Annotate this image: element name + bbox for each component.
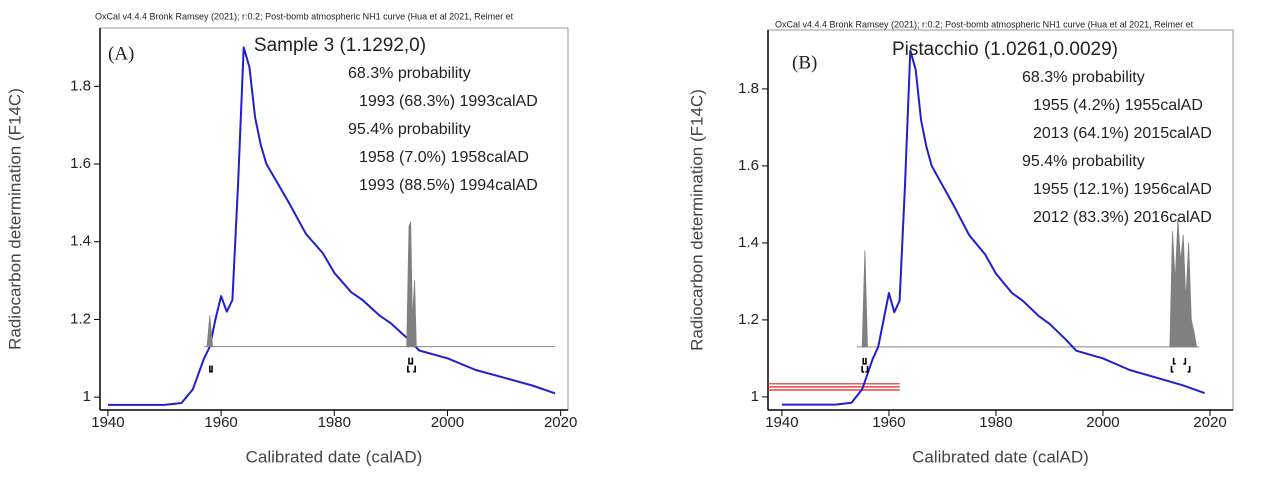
x-tick-label: 2000 [1086,414,1119,431]
y-tick-label: 1.8 [738,80,759,97]
plot-area [107,46,556,406]
x-tick-label: 1980 [318,414,351,431]
chart-panel: 1940 1960 1980 2000 2020 1 1.2 1.4 1.6 1.8 Calibra… [687,19,1234,466]
x-tick-label: 2020 [1193,414,1226,431]
y-tick-label: 1.2 [70,310,91,327]
x-tick-label: 1960 [872,414,905,431]
probability-range: 1993 (88.5%) 1994calAD [359,177,538,194]
panel-label: (A) [108,43,134,64]
x-tick-label: 1980 [979,414,1012,431]
x-tick-label: 1940 [91,414,124,431]
y-tick-label: 1.4 [70,233,91,250]
chart-title: Sample 3 (1.1292,0) [254,35,426,56]
y-tick-label: 1.2 [738,311,759,328]
range-bracket [407,365,417,373]
x-tick-label: 2000 [431,414,464,431]
probability-range: 1955 (4.2%) 1955calAD [1033,97,1203,114]
x-axis-label: Calibrated date (calAD) [246,447,423,466]
y-tick-label: 1.4 [738,234,759,251]
x-tick-label: 2020 [544,414,577,431]
calibration-curve [781,49,1205,406]
y-tick-label: 1 [751,388,759,405]
y-tick-label: 1 [83,388,91,405]
probability-range: 2012 (83.3%) 2016calAD [1033,209,1212,226]
chart-title: Pistacchio (1.0261,0.0029) [892,39,1118,60]
y-tick-label: 1.6 [738,157,759,174]
y-tick-label: 1.8 [70,77,91,94]
header: OxCal v4.4.4 Bronk Ramsey (2021); r:0.2;… [95,11,514,21]
probability-label: 95.4% probability [348,121,471,138]
range-bracket [408,357,414,365]
probability-area [861,219,1197,348]
probability-label: 68.3% probability [1022,69,1145,86]
y-tick-label: 1.6 [70,155,91,172]
probability-range: 1958 (7.0%) 1958calAD [359,149,529,166]
chart-panel: 1940 1960 1980 2000 2020 1 1.2 1.4 1.6 1.8 Calibra… [5,11,577,466]
range-bracket [862,357,867,365]
probability-label: 68.3% probability [348,65,471,82]
y-axis-label: Radiocarbon determination (F14C) [5,88,24,350]
range-bracket [208,365,213,373]
range-bracket [1170,365,1191,373]
range-bracket [1172,357,1187,365]
probability-range: 1993 (68.3%) 1993calAD [359,93,538,110]
panel-label: (B) [792,52,817,73]
probability-label: 95.4% probability [1022,153,1145,170]
plot-area [768,49,1205,406]
probability-range: 1955 (12.1%) 1956calAD [1033,181,1212,198]
range-bracket [861,365,869,373]
y-axis-label: Radiocarbon determination (F14C) [687,89,706,351]
x-axis-label: Calibrated date (calAD) [912,447,1089,466]
probability-range: 2013 (64.1%) 2015calAD [1033,125,1212,142]
probability-area [206,221,417,348]
header: OxCal v4.4.4 Bronk Ramsey (2021); r:0.2;… [775,19,1194,29]
x-tick-label: 1940 [765,414,798,431]
x-tick-label: 1960 [204,414,237,431]
plot-frame [99,27,569,411]
